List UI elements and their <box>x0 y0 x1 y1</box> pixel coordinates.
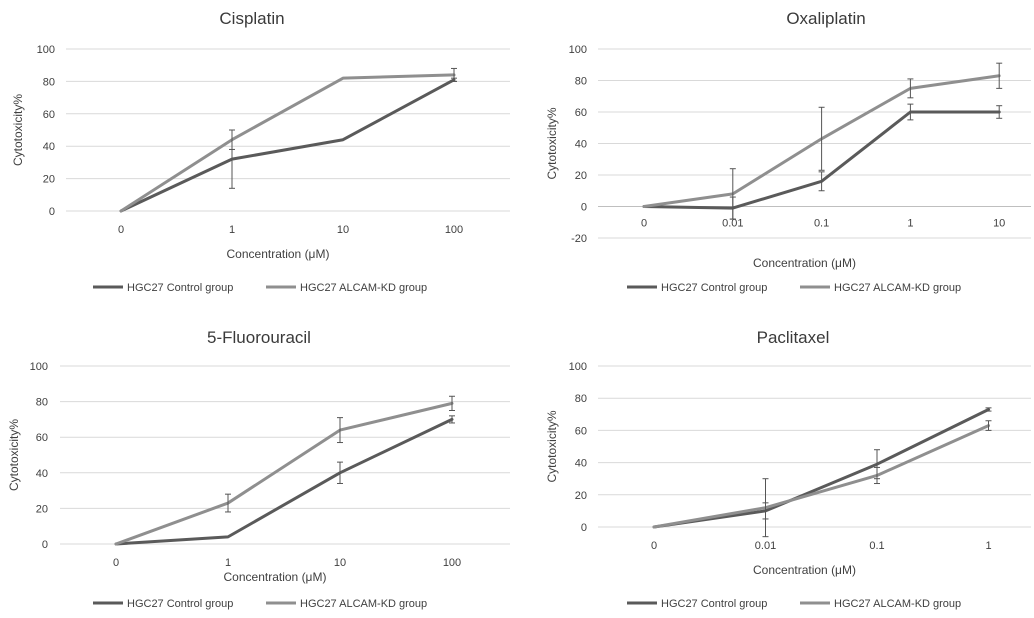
x-axis-label: Concentration (μM) <box>753 563 856 577</box>
x-tick-label: 1 <box>985 540 991 552</box>
x-tick-label: 1 <box>229 224 235 236</box>
y-tick-label: 0 <box>42 539 48 551</box>
error-bar <box>985 407 992 412</box>
y-tick-label: 100 <box>569 44 587 56</box>
x-tick-label: 0 <box>651 540 657 552</box>
y-tick-label: 40 <box>36 468 48 480</box>
series-line-control <box>119 78 456 213</box>
legend-label: HGC27 ALCAM-KD group <box>834 598 961 610</box>
y-tick-label: 0 <box>581 522 587 534</box>
chart-title: Cisplatin <box>219 9 284 28</box>
y-tick-label: 60 <box>575 425 587 437</box>
x-tick-label: 0 <box>118 224 124 236</box>
x-tick-label: 100 <box>445 224 463 236</box>
y-tick-label: 40 <box>575 458 587 470</box>
y-tick-label: 100 <box>37 44 55 56</box>
error-bar <box>762 478 769 538</box>
series-line-alcam-kd <box>652 424 990 529</box>
y-axis-label: Cytotoxicity% <box>545 410 559 482</box>
legend-label: HGC27 Control group <box>127 282 233 294</box>
series-line-control <box>652 407 990 529</box>
chart-panel-2: Oxaliplatin -20 0 20 40 60 80 100 0 0.01 0.1 1 10 Con… <box>545 9 1031 294</box>
x-tick-label: 1 <box>907 218 913 230</box>
y-tick-label: 20 <box>575 490 587 502</box>
chart-panel-1: Cisplatin 0 20 40 60 80 100 0 1 10 100 Concentratio… <box>11 9 510 294</box>
error-bar <box>225 493 231 513</box>
y-tick-label: 60 <box>575 107 587 119</box>
x-tick-label: 0 <box>113 557 119 569</box>
y-tick-label: 60 <box>36 432 48 444</box>
y-tick-label: 80 <box>43 76 55 88</box>
series-line-alcam-kd <box>119 73 456 213</box>
x-tick-label: 100 <box>443 557 461 569</box>
chart-title: Oxaliplatin <box>786 9 865 28</box>
error-bar <box>818 106 825 171</box>
y-axis-label: Cytotoxicity% <box>545 107 559 179</box>
x-tick-label: 1 <box>225 557 231 569</box>
y-tick-label: 40 <box>43 141 55 153</box>
legend-label: HGC27 ALCAM-KD group <box>300 598 427 610</box>
y-axis-label: Cytotoxicity% <box>7 419 21 491</box>
y-tick-label: 80 <box>36 397 48 409</box>
series-line-alcam-kd <box>114 401 454 546</box>
legend-label: HGC27 Control group <box>661 282 767 294</box>
error-bar <box>229 129 235 150</box>
y-tick-label: 100 <box>569 361 587 373</box>
x-axis-label: Concentration (μM) <box>227 247 330 261</box>
chart-title: 5-Fluorouracil <box>207 328 311 347</box>
y-tick-label: 20 <box>575 170 587 182</box>
error-bar <box>337 461 343 484</box>
y-tick-label: 20 <box>36 503 48 515</box>
error-bar <box>996 105 1003 119</box>
legend-label: HGC27 Control group <box>127 598 233 610</box>
error-bar <box>818 171 825 192</box>
y-axis-label: Cytotoxicity% <box>11 94 25 166</box>
error-bar <box>449 415 455 424</box>
legend-label: HGC27 ALCAM-KD group <box>834 282 961 294</box>
x-tick-label: 0.01 <box>755 540 776 552</box>
y-tick-label: 80 <box>575 76 587 88</box>
error-bar <box>874 466 880 485</box>
error-bar <box>449 395 455 411</box>
chart-panel-3: 5-Fluorouracil 0 20 40 60 80 100 0 1 10 100 Concent… <box>7 328 510 610</box>
x-tick-label: 0 <box>641 218 647 230</box>
x-tick-label: 10 <box>334 557 346 569</box>
legend-label: HGC27 ALCAM-KD group <box>300 282 427 294</box>
y-tick-label: 20 <box>43 174 55 186</box>
y-tick-label: 0 <box>49 206 55 218</box>
error-bar <box>729 168 736 220</box>
y-tick-label: 60 <box>43 109 55 121</box>
series-line-control <box>114 417 454 546</box>
error-bar <box>996 62 1003 89</box>
error-bar <box>451 67 457 82</box>
x-axis-label: Concentration (μM) <box>753 256 856 270</box>
x-axis-label: Concentration (μM) <box>224 570 327 584</box>
y-tick-label: 100 <box>30 361 48 373</box>
x-tick-label: 0.1 <box>814 218 829 230</box>
y-tick-label: 0 <box>581 202 587 214</box>
x-tick-label: 0.1 <box>869 540 884 552</box>
y-tick-label: 40 <box>575 139 587 151</box>
chart-title: Paclitaxel <box>757 328 830 347</box>
legend-label: HGC27 Control group <box>661 598 767 610</box>
y-tick-label: 80 <box>575 393 587 405</box>
x-tick-label: 0.01 <box>722 218 743 230</box>
chart-panel-4: Paclitaxel 0 20 40 60 80 100 0 0.01 0.1 1 Concentra… <box>545 328 1031 610</box>
y-tick-label: -20 <box>571 233 587 245</box>
error-bar <box>985 420 992 431</box>
x-tick-label: 10 <box>993 218 1005 230</box>
error-bar <box>907 103 914 121</box>
error-bar <box>907 78 914 99</box>
x-tick-label: 10 <box>337 224 349 236</box>
error-bar <box>337 417 343 444</box>
